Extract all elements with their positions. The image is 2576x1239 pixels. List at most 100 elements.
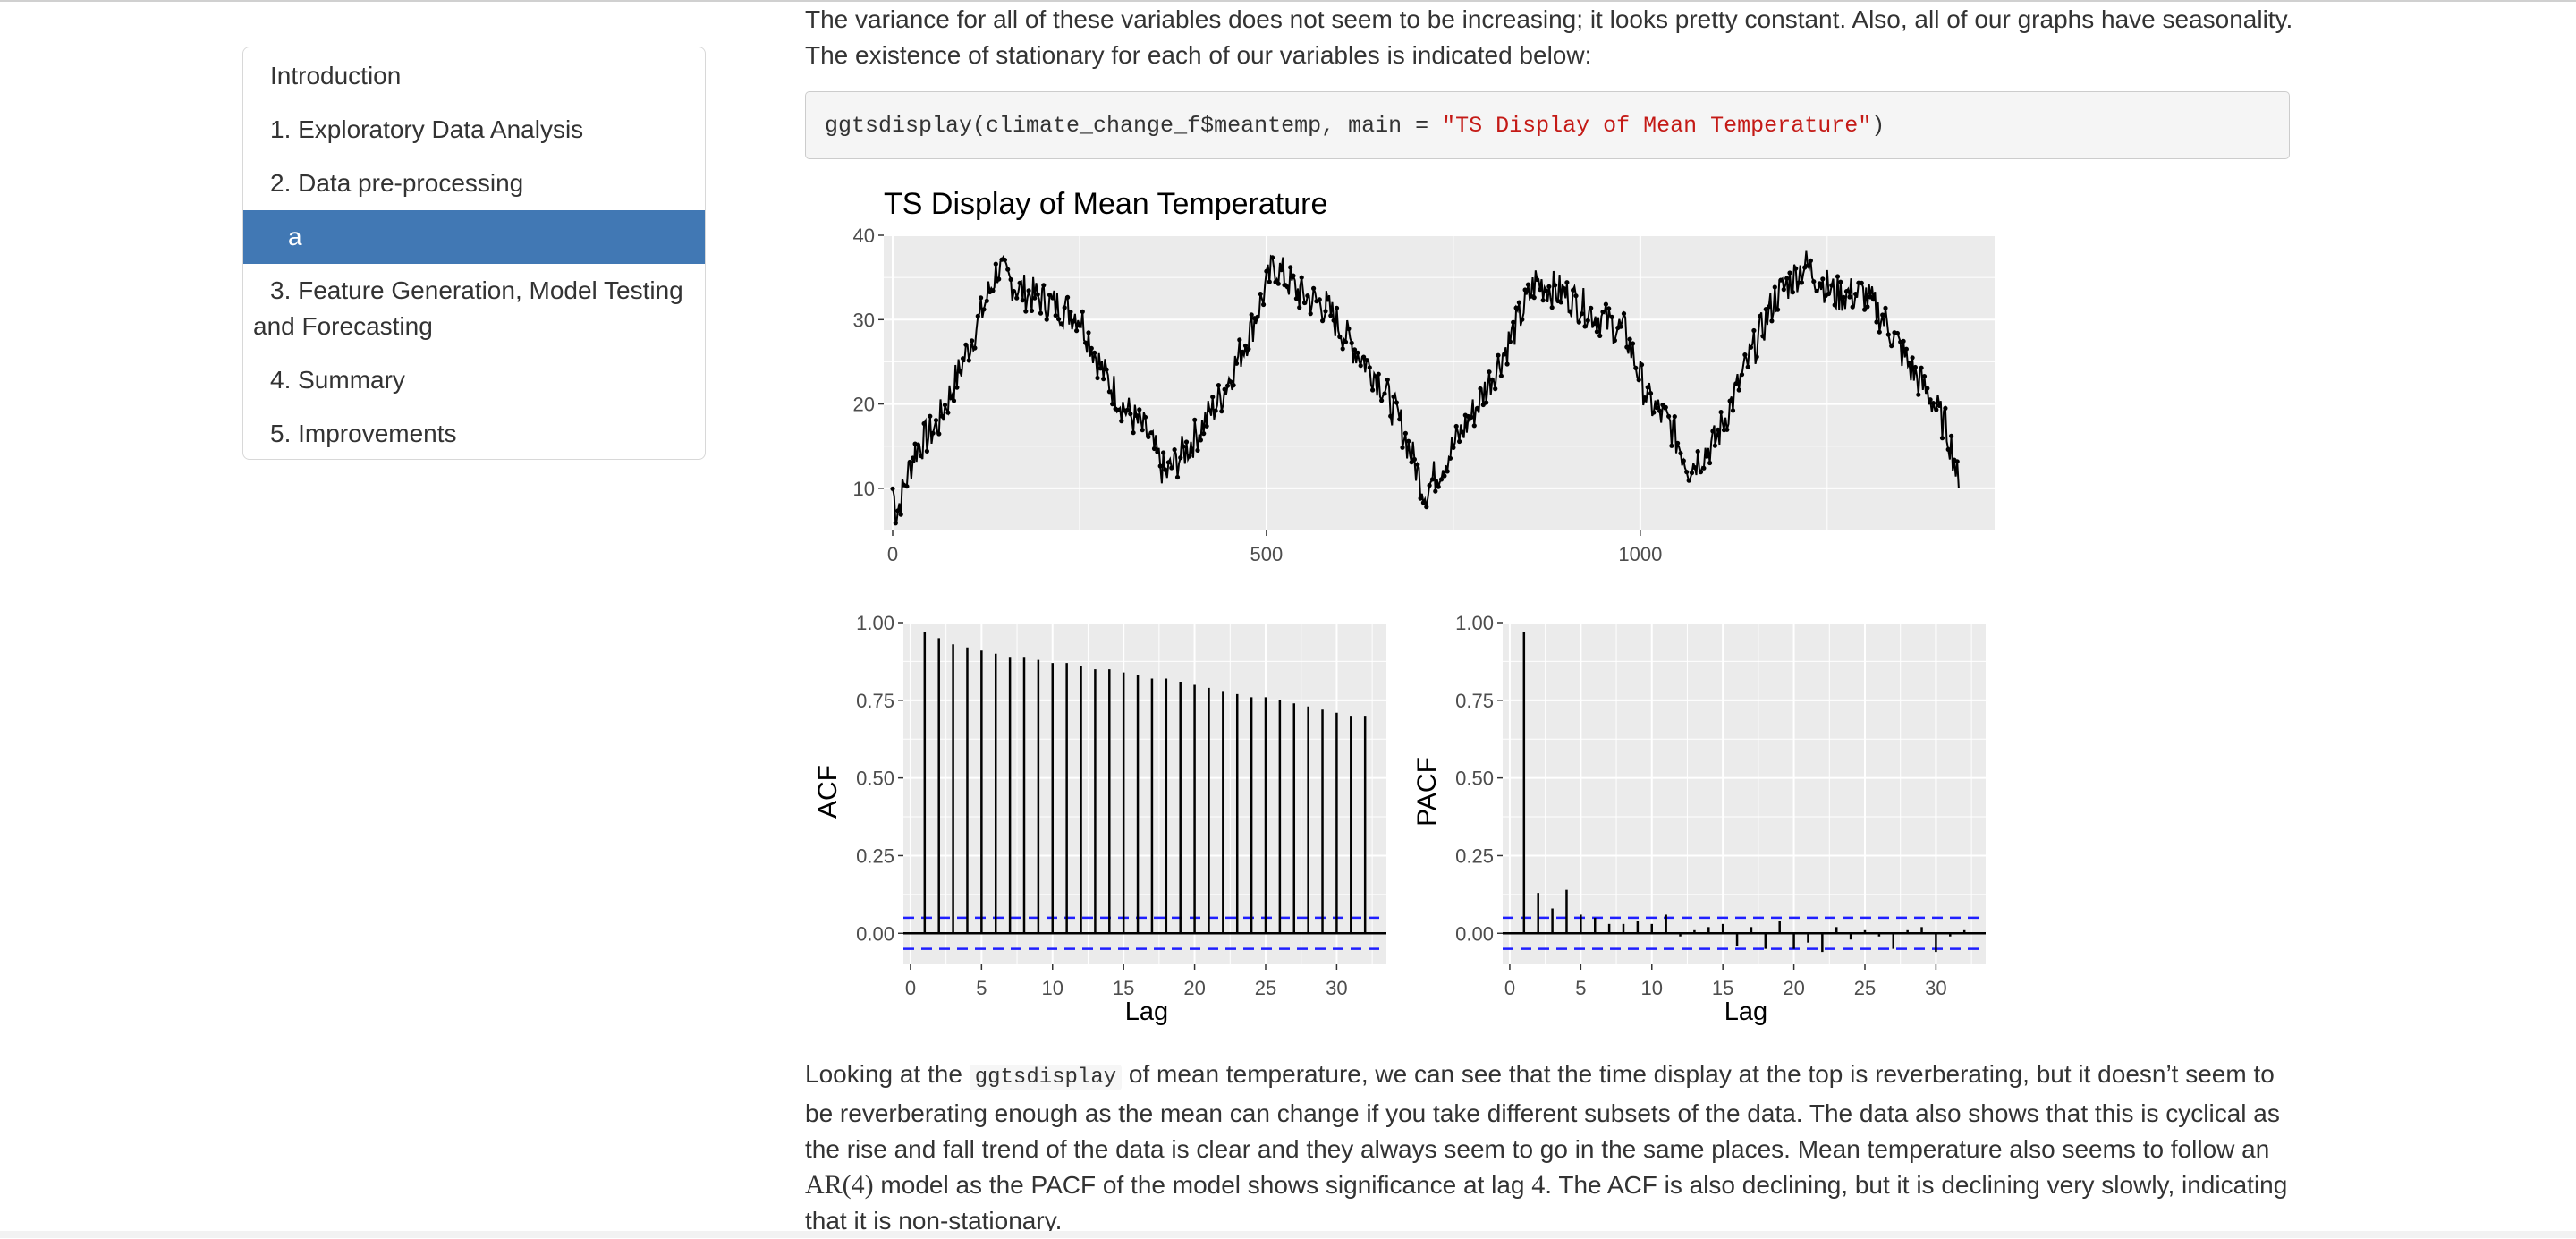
toc-item-exploratory-data-analysis[interactable]: 1. Exploratory Data Analysis xyxy=(270,115,584,143)
acf-tick-label-x: 15 xyxy=(1113,977,1134,999)
ts-panel xyxy=(884,235,1995,530)
ts-point xyxy=(1585,318,1590,323)
ts-point xyxy=(1730,408,1736,413)
ts-point xyxy=(1954,459,1960,464)
ts-point xyxy=(1826,291,1832,297)
ts-point xyxy=(1032,295,1038,301)
ts-point xyxy=(1391,394,1396,399)
ts-point xyxy=(1654,405,1659,411)
ts-point xyxy=(1005,267,1011,272)
ts-point xyxy=(1181,444,1186,449)
toc-item-improvements[interactable]: 5. Improvements xyxy=(270,420,457,447)
ts-point xyxy=(1438,477,1445,482)
ts-point xyxy=(1520,317,1525,322)
ts-point xyxy=(895,508,901,513)
ts-point xyxy=(1146,434,1151,439)
ts-point xyxy=(1817,281,1822,286)
acf-ylabel: ACF xyxy=(813,765,843,819)
ts-point xyxy=(1346,326,1352,332)
pacf-tick-label-y: 0.00 xyxy=(1455,922,1494,945)
ts-point xyxy=(1233,361,1240,366)
inline-code-ggtsdisplay: ggtsdisplay xyxy=(969,1065,1123,1090)
ts-point xyxy=(1056,317,1062,322)
acf-tick-label-y: 0.75 xyxy=(856,690,894,712)
ts-point xyxy=(1522,287,1528,293)
ts-point xyxy=(933,418,939,423)
ts-point xyxy=(1910,355,1915,361)
ts-point xyxy=(1436,484,1441,489)
ts-point xyxy=(957,369,962,374)
ts-point xyxy=(1618,324,1623,329)
ts-point xyxy=(1742,352,1748,358)
ts-point xyxy=(1754,354,1759,360)
ts-point xyxy=(1707,460,1713,466)
ts-point xyxy=(1600,310,1606,315)
ts-point xyxy=(1739,372,1745,378)
ts-point xyxy=(942,403,948,408)
ts-point xyxy=(1323,309,1328,314)
ts-point xyxy=(1562,286,1567,292)
ts-point xyxy=(1083,340,1089,345)
ts-point xyxy=(1513,305,1519,310)
toc-item-feature-generation[interactable]: 3. Feature Generation, Model Testing and… xyxy=(253,276,683,340)
ts-tick-label-y: 10 xyxy=(853,478,875,500)
toc-item-summary[interactable]: 4. Summary xyxy=(270,366,405,394)
ts-point xyxy=(1187,454,1192,459)
ts-point xyxy=(1758,313,1763,319)
pacf-tick-label-x: 10 xyxy=(1641,977,1663,999)
ts-point xyxy=(1538,287,1543,293)
ts-point xyxy=(1174,474,1181,480)
ts-point xyxy=(1002,257,1007,263)
toc-item-introduction[interactable]: Introduction xyxy=(270,62,402,89)
ts-point xyxy=(1331,318,1336,323)
ts-point xyxy=(951,398,957,403)
math-ar4: AR(4) xyxy=(805,1170,874,1200)
ts-point xyxy=(1843,289,1850,294)
ts-point xyxy=(1784,276,1790,281)
ts-point xyxy=(993,261,998,267)
ts-point xyxy=(1044,317,1049,322)
ts-point xyxy=(1934,407,1939,412)
ts-point xyxy=(939,413,945,419)
ts-point xyxy=(1264,268,1269,274)
ts-point xyxy=(1352,347,1358,352)
pacf-tick-label-x: 15 xyxy=(1712,977,1733,999)
ts-point xyxy=(1859,280,1864,285)
ts-point xyxy=(1478,386,1483,392)
ts-point xyxy=(1424,505,1429,510)
ts-point xyxy=(1769,318,1775,324)
ts-point xyxy=(1808,258,1813,263)
ts-point xyxy=(1936,403,1942,408)
acf-tick-label-y: 0.25 xyxy=(856,844,894,867)
ts-point xyxy=(1469,414,1474,420)
ts-point xyxy=(1050,295,1055,301)
ts-point xyxy=(1489,377,1495,382)
ts-point xyxy=(1261,301,1267,308)
ts-point xyxy=(1889,344,1894,349)
ts-point xyxy=(1453,423,1459,429)
ts-point xyxy=(921,420,927,427)
ts-point xyxy=(1666,413,1672,419)
toc-item-a-active[interactable]: a xyxy=(243,210,705,264)
toc-item-data-pre-processing[interactable]: 2. Data pre-processing xyxy=(270,169,524,197)
pacf-tick-label-y: 0.75 xyxy=(1455,690,1494,712)
ts-point xyxy=(1059,321,1064,327)
acf-tick-label-y: 0.50 xyxy=(856,768,894,790)
ts-point xyxy=(1445,469,1450,474)
ts-tick-label-x: 500 xyxy=(1250,543,1284,565)
code-block: ggtsdisplay(climate_change_f$meantemp, m… xyxy=(805,91,2290,159)
ts-point xyxy=(1053,313,1058,318)
ts-point xyxy=(1140,428,1145,433)
chart-title: TS Display of Mean Temperature xyxy=(884,187,1327,221)
ts-point xyxy=(1071,318,1076,324)
ts-point xyxy=(1829,283,1835,288)
ts-point xyxy=(1367,365,1372,370)
ts-point xyxy=(1939,436,1945,441)
ts-point xyxy=(1198,437,1203,443)
ts-point xyxy=(1429,477,1436,482)
ts-point xyxy=(1930,401,1936,406)
ts-point xyxy=(1669,443,1674,448)
ts-point xyxy=(948,395,953,401)
ts-point xyxy=(1799,280,1804,285)
ts-point xyxy=(1370,387,1376,393)
